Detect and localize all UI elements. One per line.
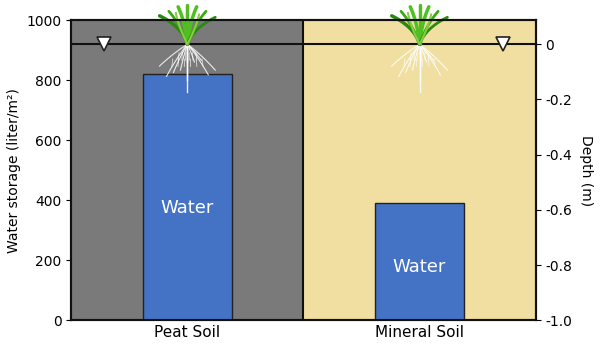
Text: Water: Water [393, 258, 446, 276]
Y-axis label: Depth (m): Depth (m) [579, 135, 593, 206]
Text: Water: Water [161, 200, 214, 218]
Bar [143, 74, 232, 320]
Bar [304, 20, 536, 320]
Bar [71, 20, 304, 320]
Y-axis label: Water storage (liter/m²): Water storage (liter/m²) [7, 88, 21, 253]
Bar [376, 203, 464, 320]
